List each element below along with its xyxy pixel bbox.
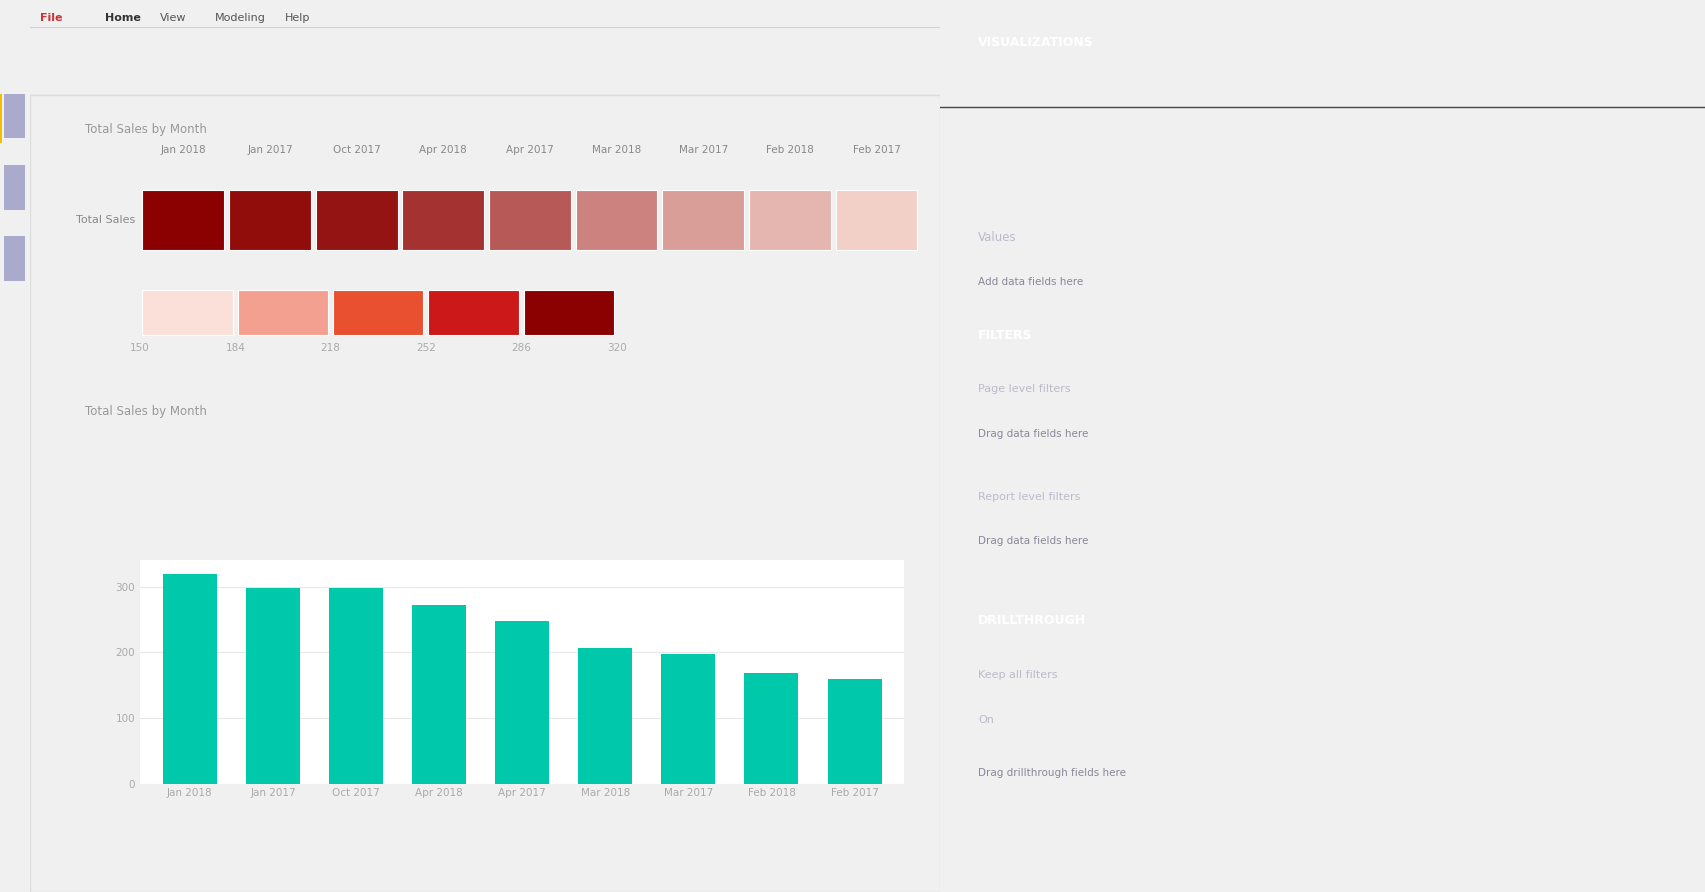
- Text: Oct 2017: Oct 2017: [332, 145, 380, 155]
- Bar: [748, 190, 830, 250]
- Text: Drag data fields here: Drag data fields here: [977, 536, 1088, 546]
- Bar: [494, 621, 549, 783]
- Bar: [332, 290, 423, 335]
- Text: On: On: [977, 714, 994, 724]
- Bar: [578, 648, 633, 783]
- Bar: [315, 190, 397, 250]
- Text: File: File: [39, 13, 63, 23]
- Text: Total Sales by Month: Total Sales by Month: [85, 123, 206, 136]
- Bar: [31, 95, 939, 892]
- Bar: [413, 605, 465, 783]
- Bar: [5, 236, 26, 281]
- Bar: [143, 190, 223, 250]
- Bar: [5, 165, 26, 210]
- Text: Add data fields here: Add data fields here: [977, 277, 1083, 287]
- Bar: [576, 190, 656, 250]
- Bar: [662, 654, 714, 783]
- Text: DRILLTHROUGH: DRILLTHROUGH: [977, 615, 1086, 627]
- Text: 286: 286: [512, 343, 530, 353]
- Bar: [162, 574, 217, 783]
- Text: Apr 2018: Apr 2018: [419, 145, 467, 155]
- Text: Total Sales: Total Sales: [75, 215, 135, 225]
- Text: Help: Help: [285, 13, 310, 23]
- Text: Drag data fields here: Drag data fields here: [977, 429, 1088, 439]
- Text: 150: 150: [130, 343, 150, 353]
- Text: 252: 252: [416, 343, 436, 353]
- Bar: [489, 190, 571, 250]
- Text: Total Sales by Month: Total Sales by Month: [85, 405, 206, 418]
- Bar: [237, 290, 327, 335]
- Bar: [329, 588, 384, 783]
- Text: Modeling: Modeling: [215, 13, 266, 23]
- Text: Page level filters: Page level filters: [977, 384, 1071, 394]
- Text: 320: 320: [607, 343, 626, 353]
- Text: Mar 2018: Mar 2018: [592, 145, 641, 155]
- Text: Home: Home: [106, 13, 142, 23]
- Text: Apr 2017: Apr 2017: [506, 145, 554, 155]
- Text: Keep all filters: Keep all filters: [977, 670, 1057, 680]
- Bar: [143, 290, 232, 335]
- Text: 184: 184: [225, 343, 246, 353]
- Text: Jan 2017: Jan 2017: [247, 145, 293, 155]
- Text: Values: Values: [977, 231, 1016, 244]
- Text: View: View: [160, 13, 186, 23]
- Bar: [402, 190, 484, 250]
- Text: Feb 2018: Feb 2018: [766, 145, 813, 155]
- Bar: [827, 679, 881, 783]
- Text: Mar 2017: Mar 2017: [679, 145, 728, 155]
- Bar: [523, 290, 614, 335]
- Bar: [662, 190, 743, 250]
- Bar: [228, 190, 310, 250]
- Text: VISUALIZATIONS: VISUALIZATIONS: [977, 36, 1093, 49]
- Text: 218: 218: [321, 343, 341, 353]
- Bar: [5, 94, 26, 138]
- Text: FILTERS: FILTERS: [977, 329, 1032, 342]
- Text: Drag drillthrough fields here: Drag drillthrough fields here: [977, 768, 1125, 778]
- Text: Jan 2018: Jan 2018: [160, 145, 206, 155]
- Bar: [428, 290, 518, 335]
- Bar: [743, 673, 798, 783]
- Bar: [0, 94, 2, 143]
- Bar: [246, 588, 300, 783]
- Text: Feb 2017: Feb 2017: [852, 145, 900, 155]
- Text: Report level filters: Report level filters: [977, 491, 1079, 501]
- Bar: [835, 190, 917, 250]
